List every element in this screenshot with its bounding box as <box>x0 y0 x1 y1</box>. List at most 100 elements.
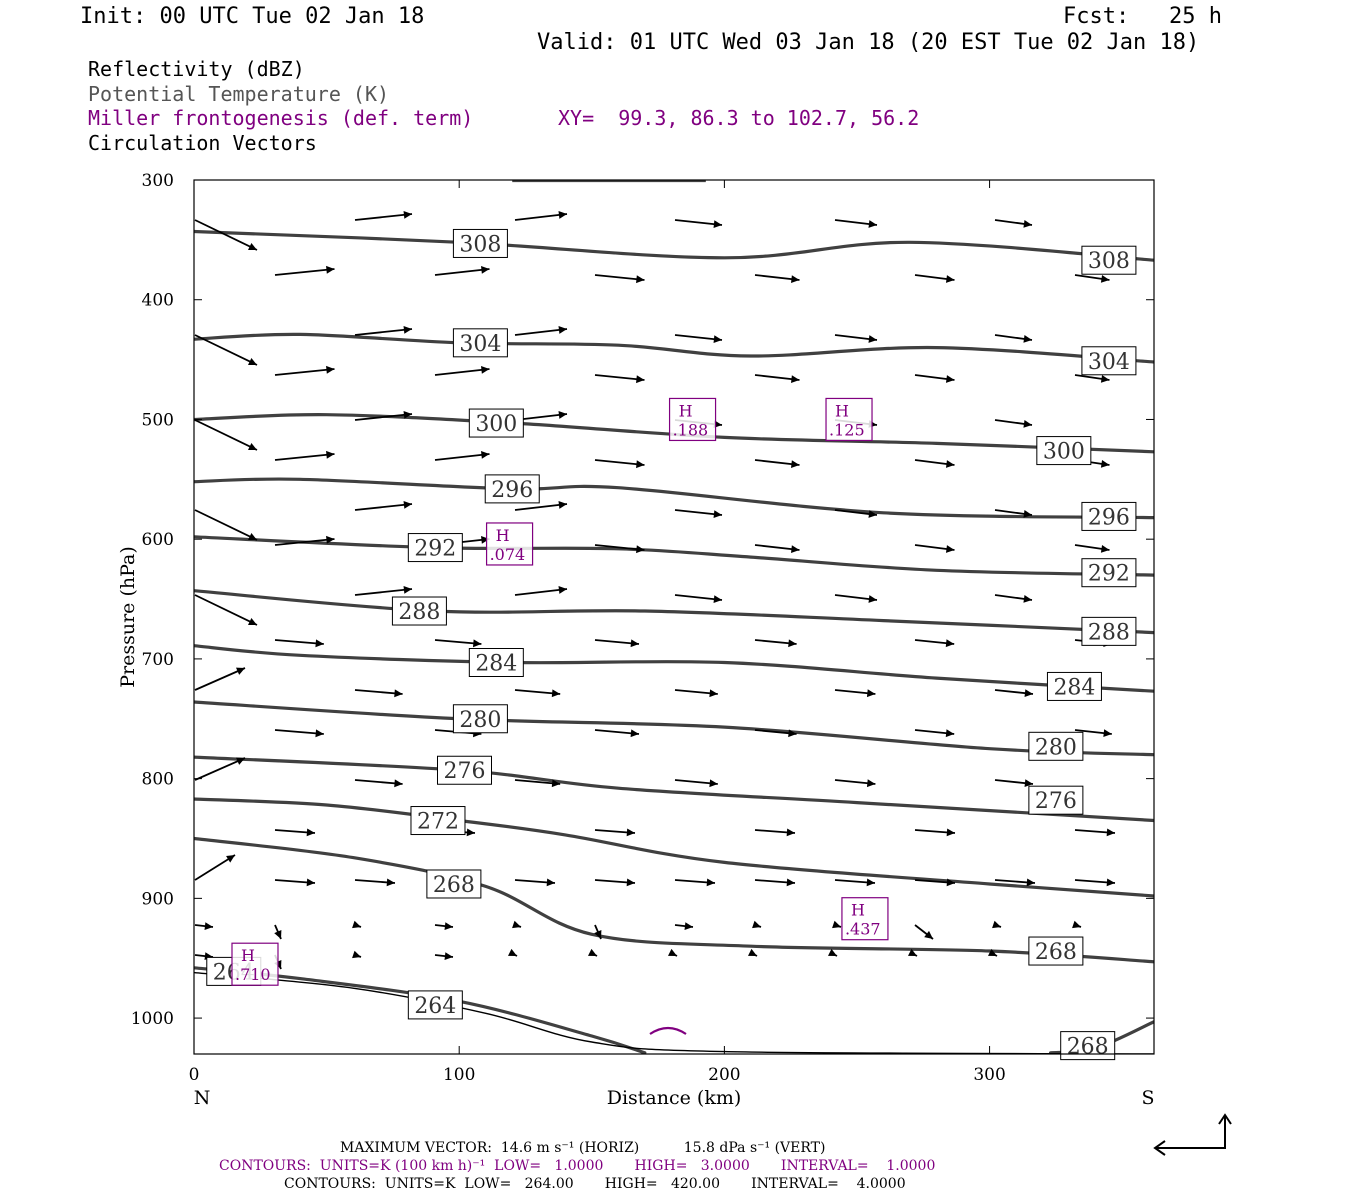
vector-arrow <box>274 639 324 648</box>
theta-contour-276 <box>194 755 1154 823</box>
vector-shaft <box>354 213 413 221</box>
vector-head <box>791 375 800 383</box>
vector-arrow <box>914 639 955 648</box>
vector-head <box>709 779 718 788</box>
vector-arrow <box>754 878 796 887</box>
vector-arrow <box>914 924 934 940</box>
vector-arrow <box>274 365 335 376</box>
vector-arrow <box>994 509 1033 518</box>
frontogenesis-max-label: H <box>241 946 255 965</box>
vector-arrow <box>354 878 396 887</box>
vector-head <box>546 878 555 887</box>
vector-shaft <box>594 374 645 381</box>
vector-head <box>713 220 722 229</box>
contour-label-box <box>436 755 492 785</box>
vector-head <box>226 855 235 863</box>
vector-head <box>868 220 877 228</box>
vector-head <box>866 878 875 887</box>
vector-head <box>394 689 403 698</box>
vector-head <box>945 460 955 468</box>
vector-head <box>1023 510 1032 518</box>
footer-contours-theta: CONTOURS: UNITS=K LOW= 264.00 HIGH= 420.… <box>284 1176 906 1192</box>
vector-arrow <box>434 365 490 376</box>
vector-head <box>386 878 395 887</box>
forecast-hour: Fcst: 25 h <box>1063 4 1222 29</box>
frontogenesis-box <box>825 397 873 442</box>
vector-arrow <box>434 450 490 461</box>
vector-head <box>713 510 722 519</box>
vector-arrow <box>674 689 718 698</box>
vector-arrow <box>1074 828 1116 837</box>
contour-label-box <box>1081 558 1137 588</box>
vector-arrow <box>194 594 258 626</box>
vector-arrow <box>434 265 490 276</box>
vector-arrow <box>908 948 918 957</box>
contour-label-box <box>410 806 466 836</box>
vector-arrow <box>674 922 694 930</box>
contour-label-box <box>1028 731 1084 761</box>
contour-label-box <box>407 990 463 1020</box>
vector-arrow <box>674 878 716 887</box>
contour-label-box <box>468 647 524 677</box>
vector-arrow <box>274 924 282 940</box>
contour-label-box <box>1036 436 1092 466</box>
y-tick-label: 900 <box>142 889 174 909</box>
axes: 300 400 500 600 700 800 900 1000 0 100 200 300 <box>131 171 1154 1085</box>
y-tick-label: 700 <box>142 650 174 670</box>
vector-arrow <box>834 594 878 603</box>
vector-arrow <box>514 586 568 596</box>
vector-head <box>1023 420 1032 428</box>
vector-head <box>315 639 324 648</box>
x-tick-label: 100 <box>443 1065 475 1085</box>
vector-shaft <box>514 503 568 511</box>
vector-head <box>558 326 567 334</box>
theta-contour-280 <box>194 700 1154 757</box>
theta-contour-292 <box>194 535 1154 577</box>
vector-arrow <box>594 639 640 648</box>
vector-head <box>752 920 761 929</box>
contour-label-284: 284 <box>1053 675 1095 700</box>
vector-head <box>788 639 797 648</box>
vector-shaft <box>274 268 335 276</box>
vector-arrow <box>834 509 878 518</box>
vector-head <box>1023 595 1032 603</box>
legend-reflectivity: Reflectivity (dBZ) <box>88 57 305 81</box>
vector-arrow <box>354 585 413 596</box>
vector-arrow <box>354 500 413 511</box>
vector-head <box>403 585 412 594</box>
theta-contour-304 <box>194 332 1154 364</box>
vector-arrow <box>354 410 413 421</box>
vector-head <box>713 595 722 604</box>
vector-arrow <box>674 509 723 519</box>
contour-label-264: 264 <box>414 994 456 1019</box>
vector-head <box>946 878 955 887</box>
y-tick-label: 600 <box>142 530 174 550</box>
vector-head <box>1100 374 1110 383</box>
contour-label-box <box>1028 936 1084 966</box>
vector-arrow <box>514 326 568 336</box>
vector-head <box>315 729 324 738</box>
vector-arrow <box>994 878 1036 887</box>
vector-arrow <box>1074 274 1110 283</box>
contour-label-box <box>452 704 508 734</box>
frontogenesis-box <box>668 397 717 442</box>
vector-arrow <box>274 265 335 276</box>
y-axis-title: Pressure (hPa) <box>117 546 139 688</box>
contour-label-box <box>1028 785 1084 815</box>
vector-arrow <box>594 459 645 469</box>
vector-arrow <box>274 535 335 546</box>
vector-head <box>828 948 837 956</box>
legend-frontogenesis: Miller frontogenesis (def. term) <box>88 106 474 130</box>
vector-arrow <box>1074 374 1110 383</box>
vector-head <box>908 948 917 956</box>
vector-head <box>945 275 955 283</box>
contour-label-box <box>426 869 482 899</box>
contour-label-292: 292 <box>414 537 456 562</box>
vector-arrow <box>274 878 316 887</box>
frontogenesis-max-label: H <box>496 526 510 545</box>
contour-label-276: 276 <box>443 759 485 784</box>
vector-arrow <box>832 920 842 929</box>
vector-arrow <box>194 854 236 881</box>
vector-head <box>394 779 403 788</box>
